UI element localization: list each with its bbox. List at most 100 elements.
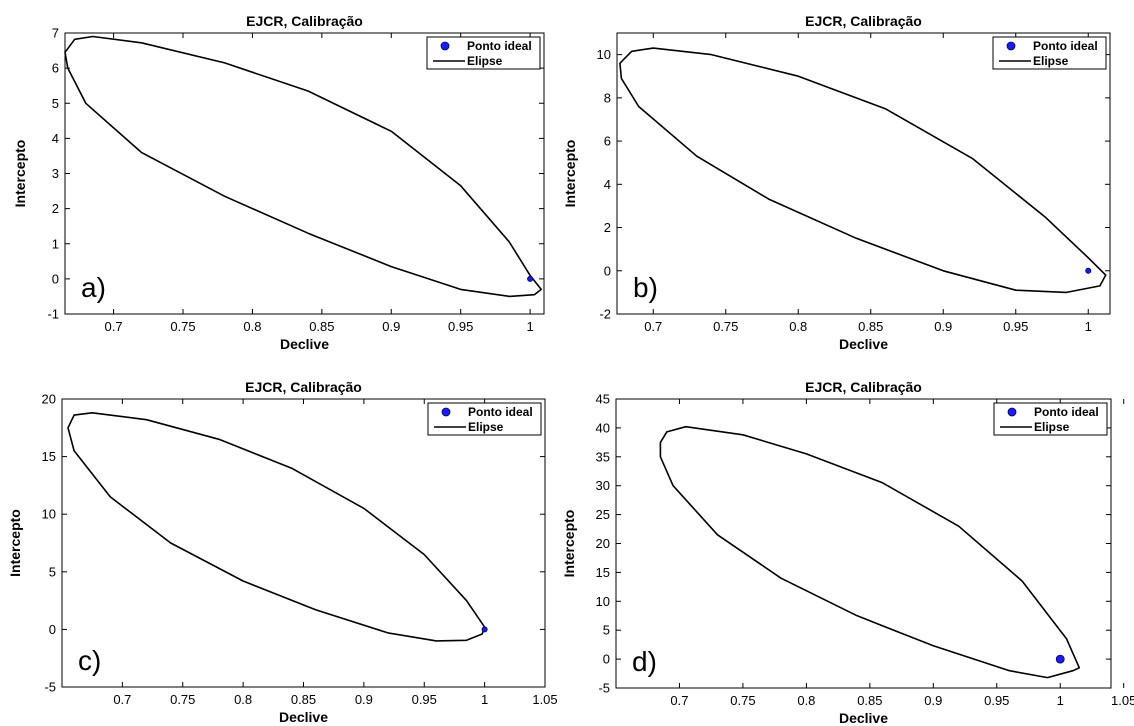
x-tick-label: 1.05	[532, 692, 557, 707]
y-tick-label: 7	[52, 26, 59, 41]
x-tick-label: 1	[1057, 693, 1064, 708]
legend-label-elipse: Elipse	[1034, 420, 1070, 434]
x-tick-label: 0.95	[448, 319, 473, 334]
chart-title: EJCR, Calibração	[245, 379, 362, 395]
legend-label-elipse: Elipse	[467, 54, 503, 68]
legend-label-ponto-ideal: Ponto ideal	[1033, 39, 1098, 53]
y-tick-label: 1	[52, 236, 59, 251]
y-tick-label: 6	[52, 61, 59, 76]
x-tick-label: 0.9	[934, 319, 952, 334]
legend-box	[992, 36, 1107, 70]
x-tick-label: 0.8	[789, 319, 807, 334]
plot-area	[615, 398, 1112, 689]
ideal-point-marker	[481, 626, 488, 633]
chart-panel-4: 0.7 0.75 0.8 0.85 0.9 0.95 1 1.05 -5 0 5 10 15 20 25 30…	[561, 379, 1134, 726]
x-tick-label: 1	[481, 692, 488, 707]
y-tick-label: 35	[596, 449, 610, 464]
y-tick-label: 5	[52, 96, 59, 111]
y-tick-label: -5	[598, 681, 610, 696]
y-tick-label: 0	[604, 263, 611, 278]
x-tick-label: 0.8	[243, 319, 261, 334]
legend-label-ponto-ideal: Ponto ideal	[1034, 405, 1099, 419]
legend-marker-ponto-ideal	[1007, 407, 1017, 417]
y-tick-label: -2	[599, 307, 611, 322]
y-tick-label: 15	[42, 449, 56, 464]
y-tick-label: 20	[42, 392, 56, 407]
y-tick-label: 10	[596, 594, 610, 609]
y-tick-label: 0	[49, 622, 56, 637]
y-tick-label: 5	[603, 623, 610, 638]
chart-title: EJCR, Calibração	[246, 13, 363, 29]
x-tick-label: 0.7	[670, 693, 688, 708]
x-tick-label: 0.9	[382, 319, 400, 334]
plot-area	[64, 32, 545, 315]
x-tick-label: 0.75	[170, 319, 195, 334]
x-axis-label: Declive	[839, 336, 888, 352]
y-tick-label: 8	[604, 90, 611, 105]
ideal-point-marker	[1055, 654, 1065, 664]
y-tick-label: 3	[52, 166, 59, 181]
legend-label-ponto-ideal: Ponto ideal	[468, 405, 533, 419]
ideal-point-marker	[1085, 267, 1092, 274]
x-tick-label: 0.8	[797, 693, 815, 708]
x-axis-label: Declive	[279, 709, 328, 725]
panel-label: b)	[633, 272, 658, 303]
y-tick-label: 4	[604, 177, 611, 192]
plot-area	[61, 398, 546, 688]
x-tick-label: 0.9	[355, 692, 373, 707]
y-axis-label: Intercepto	[12, 140, 28, 208]
plot-area	[616, 32, 1111, 315]
x-axis-label: Declive	[280, 336, 329, 352]
y-tick-label: -1	[47, 307, 59, 322]
y-tick-label: 2	[52, 201, 59, 216]
x-tick-label: 0.85	[858, 319, 883, 334]
y-tick-label: 10	[597, 47, 611, 62]
y-tick-label: 10	[42, 507, 56, 522]
panel-label: c)	[78, 645, 101, 676]
legend-label-ponto-ideal: Ponto ideal	[467, 39, 532, 53]
x-tick-label: 0.8	[234, 692, 252, 707]
y-axis-label: Intercepto	[7, 509, 23, 577]
ideal-point-marker	[527, 275, 534, 282]
x-tick-label: 1	[1085, 319, 1092, 334]
ellipse-series	[64, 35, 542, 298]
x-tick-label: 0.95	[984, 693, 1009, 708]
chart-panel-1: 0.7 0.75 0.8 0.85 0.9 0.95 1 -1 0 1 2 3 4 5 6 7 EJCR, Ca…	[12, 13, 545, 352]
x-tick-label: 0.85	[309, 319, 334, 334]
x-tick-label: 0.75	[170, 692, 195, 707]
x-tick-label: 0.75	[713, 319, 738, 334]
legend-marker-ponto-ideal	[440, 41, 450, 51]
y-tick-label: 45	[596, 392, 610, 407]
y-tick-label: 30	[596, 478, 610, 493]
x-tick-label: 0.9	[924, 693, 942, 708]
y-tick-label: 15	[596, 565, 610, 580]
y-tick-label: 25	[596, 507, 610, 522]
x-tick-label: 0.85	[857, 693, 882, 708]
x-tick-label: 0.85	[291, 692, 316, 707]
panel-label: d)	[632, 646, 657, 677]
x-tick-label: 0.7	[113, 692, 131, 707]
panel-label: a)	[81, 272, 106, 303]
y-axis-label: Intercepto	[561, 510, 577, 578]
x-tick-label: 1	[526, 319, 533, 334]
y-tick-label: 40	[596, 420, 610, 435]
x-tick-label: 0.95	[412, 692, 437, 707]
chart-panel-3: 0.7 0.75 0.8 0.85 0.9 0.95 1 1.05 -5 0 5 10 15 20 EJCR…	[7, 379, 558, 725]
chart-panel-2: 0.7 0.75 0.8 0.85 0.9 0.95 1 -2 0 2 4 6 8 10 EJCR, Cal…	[562, 13, 1111, 352]
y-tick-label: 5	[49, 564, 56, 579]
y-axis-label: Intercepto	[562, 140, 578, 208]
y-tick-label: 0	[52, 271, 59, 286]
y-tick-label: 6	[604, 134, 611, 149]
y-tick-label: 2	[604, 220, 611, 235]
x-tick-label: 0.75	[730, 693, 755, 708]
chart-title: EJCR, Calibração	[805, 13, 922, 29]
y-tick-label: -5	[44, 680, 56, 695]
legend-marker-ponto-ideal	[441, 407, 451, 417]
legend-marker-ponto-ideal	[1006, 41, 1016, 51]
x-tick-label: 0.7	[105, 319, 123, 334]
